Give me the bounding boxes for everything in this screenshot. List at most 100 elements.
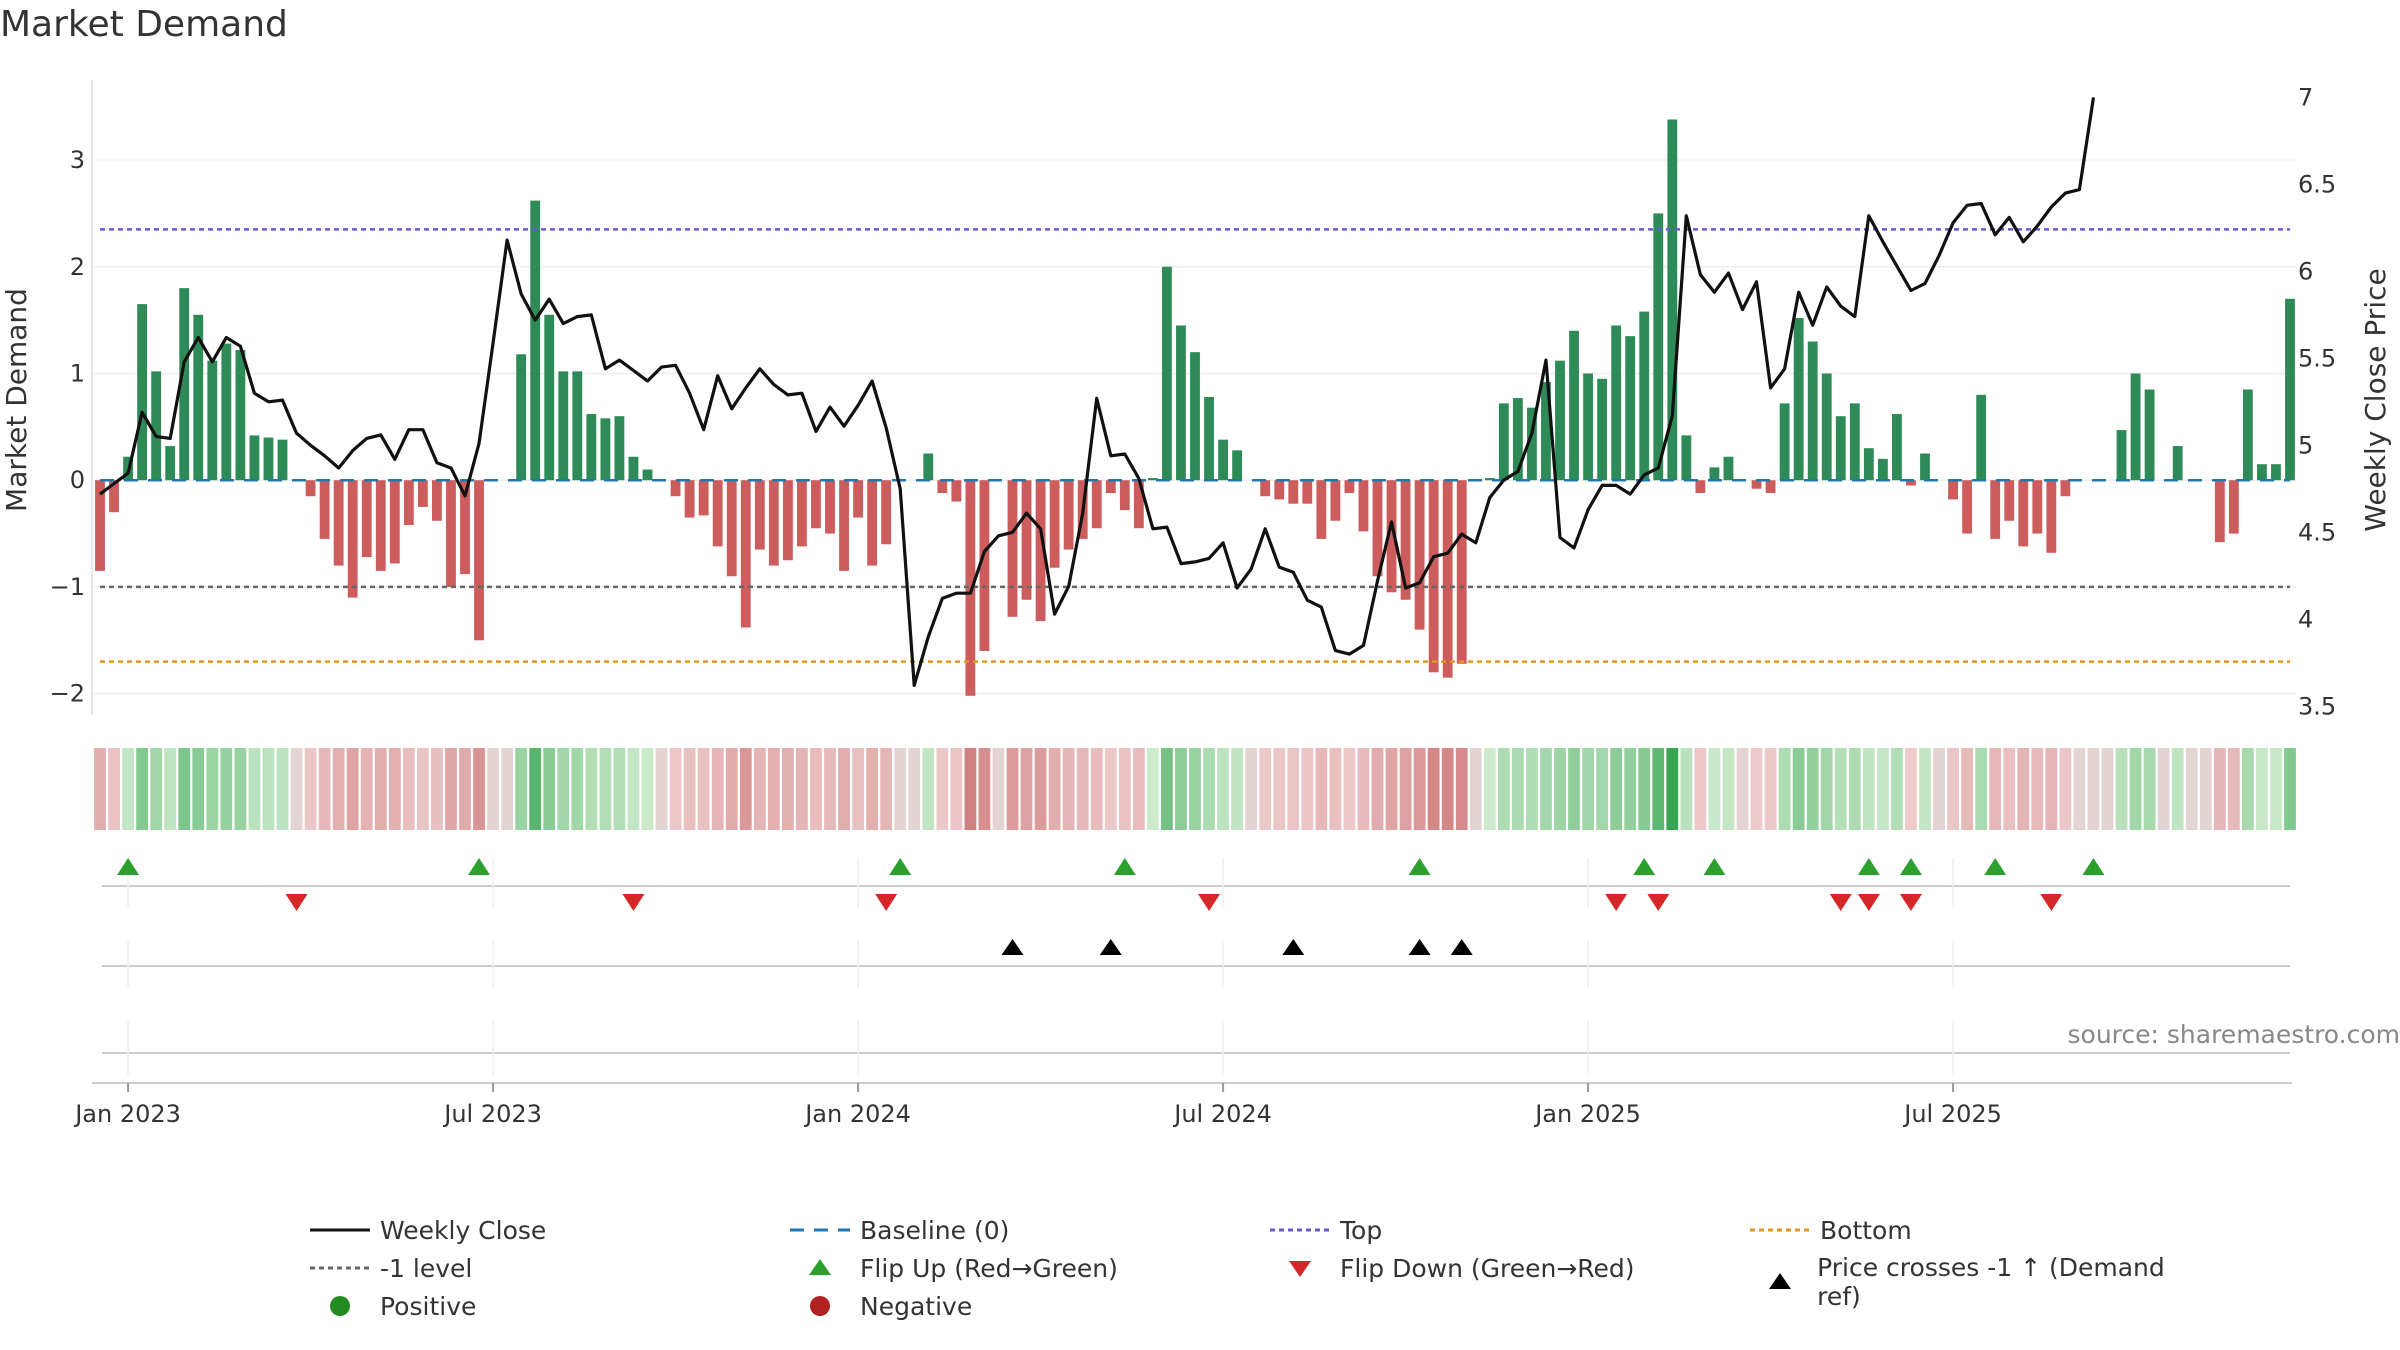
- heat-cell: [1961, 748, 1974, 830]
- heat-cell: [1259, 748, 1272, 830]
- demand-bar: [712, 480, 723, 547]
- heat-cell: [950, 748, 963, 830]
- heat-cell: [2213, 748, 2226, 830]
- heat-cell: [1287, 748, 1300, 830]
- circle-icon: [330, 1296, 350, 1316]
- heat-cell: [1034, 748, 1047, 830]
- demand-bar: [1681, 435, 1692, 481]
- demand-bar: [1344, 480, 1355, 494]
- heat-cell: [1666, 748, 1679, 830]
- heat-cell: [206, 748, 219, 830]
- heat-cell: [1497, 748, 1510, 830]
- demand-bar: [768, 480, 779, 566]
- demand-bar: [839, 480, 849, 571]
- demand-bar: [1709, 467, 1720, 481]
- demand-bar: [782, 480, 793, 561]
- heat-cell: [1736, 748, 1749, 830]
- demand-bar: [1625, 336, 1636, 481]
- demand-bar: [979, 480, 990, 651]
- demand-bar: [600, 418, 611, 481]
- demand-bar: [923, 453, 934, 481]
- flip-up-marker: [889, 858, 912, 875]
- heat-cell: [1455, 748, 1468, 830]
- y-axis-title: Market Demand: [0, 288, 33, 512]
- legend-dotted-line-icon: [1750, 1228, 1810, 1232]
- demand-bar: [1330, 480, 1341, 521]
- y2-tick-label: 6.5: [2298, 170, 2336, 198]
- y-tick-label: −2: [50, 680, 85, 708]
- heat-cell: [2045, 748, 2058, 830]
- heat-cell: [2031, 748, 2044, 830]
- demand-bar: [1512, 398, 1523, 481]
- demand-bar: [572, 371, 583, 481]
- heat-cell: [1006, 748, 1019, 830]
- demand-bar: [1807, 341, 1818, 481]
- demand-bar: [1358, 480, 1369, 532]
- legend-item-minus1: -1 level: [300, 1253, 472, 1283]
- heat-cell: [515, 748, 528, 830]
- price-cross-marker: [1282, 939, 1305, 955]
- heat-cell: [2073, 748, 2086, 830]
- legend-item-baseline: Baseline (0): [780, 1215, 1009, 1245]
- heat-cell: [2270, 748, 2282, 830]
- heat-cell: [136, 748, 149, 830]
- heat-cell: [2129, 748, 2142, 830]
- heat-cell: [234, 748, 247, 830]
- demand-bar: [2228, 480, 2239, 534]
- demand-bar: [446, 480, 456, 587]
- demand-bar: [1133, 480, 1144, 529]
- heat-cell: [164, 748, 177, 830]
- demand-bar: [825, 480, 835, 534]
- heat-cell: [1301, 748, 1314, 830]
- demand-bar: [740, 480, 751, 628]
- heat-cell: [627, 748, 640, 830]
- heat-cell: [1820, 748, 1833, 830]
- demand-bar: [2018, 480, 2029, 547]
- heat-cell: [781, 748, 794, 830]
- demand-bar: [1765, 480, 1776, 494]
- demand-bar: [754, 480, 765, 550]
- heat-cell: [1989, 748, 2002, 830]
- heat-cell: [1511, 748, 1524, 830]
- demand-bar: [1583, 373, 1593, 481]
- demand-bar: [95, 480, 105, 571]
- heat-cell: [1132, 748, 1145, 830]
- heat-cell: [2087, 748, 2100, 830]
- triangle-up-icon: [1769, 1273, 1791, 1289]
- flip-up-marker: [1984, 858, 2007, 875]
- heat-cell: [1146, 748, 1159, 830]
- heat-cell: [1624, 748, 1637, 830]
- demand-bar: [1695, 480, 1706, 494]
- demand-bar: [1484, 478, 1495, 481]
- demand-bar: [179, 288, 190, 481]
- legend-line-icon: [310, 1228, 370, 1232]
- heat-cell: [2003, 748, 2016, 830]
- weekly-close-line: [99, 97, 2096, 688]
- heat-cell: [1231, 748, 1244, 830]
- heat-cell: [374, 748, 387, 830]
- demand-bar: [1190, 352, 1200, 481]
- heat-cell: [220, 748, 233, 830]
- heat-cell: [697, 748, 710, 830]
- demand-bar: [544, 314, 555, 481]
- flip-down-marker: [1857, 894, 1880, 911]
- demand-bar: [2271, 464, 2281, 481]
- heat-cell: [557, 748, 570, 830]
- flip-up-marker: [1408, 858, 1431, 875]
- demand-bar: [2060, 480, 2071, 497]
- demand-bar: [1049, 480, 1060, 568]
- flip-up-marker: [468, 858, 491, 875]
- heat-cell: [1905, 748, 1917, 830]
- heat-cell: [1357, 748, 1370, 830]
- heat-cell: [725, 748, 738, 830]
- demand-bar: [2172, 446, 2183, 481]
- demand-bar: [1835, 416, 1846, 481]
- demand-bar: [193, 314, 204, 481]
- heat-cell: [94, 748, 106, 830]
- demand-bar: [1428, 480, 1439, 673]
- demand-bar: [1849, 403, 1860, 481]
- heat-cell: [1161, 748, 1173, 830]
- demand-bar: [1386, 480, 1397, 593]
- heat-cell: [1413, 748, 1426, 830]
- legend-item-flip-up: Flip Up (Red→Green): [780, 1253, 1118, 1283]
